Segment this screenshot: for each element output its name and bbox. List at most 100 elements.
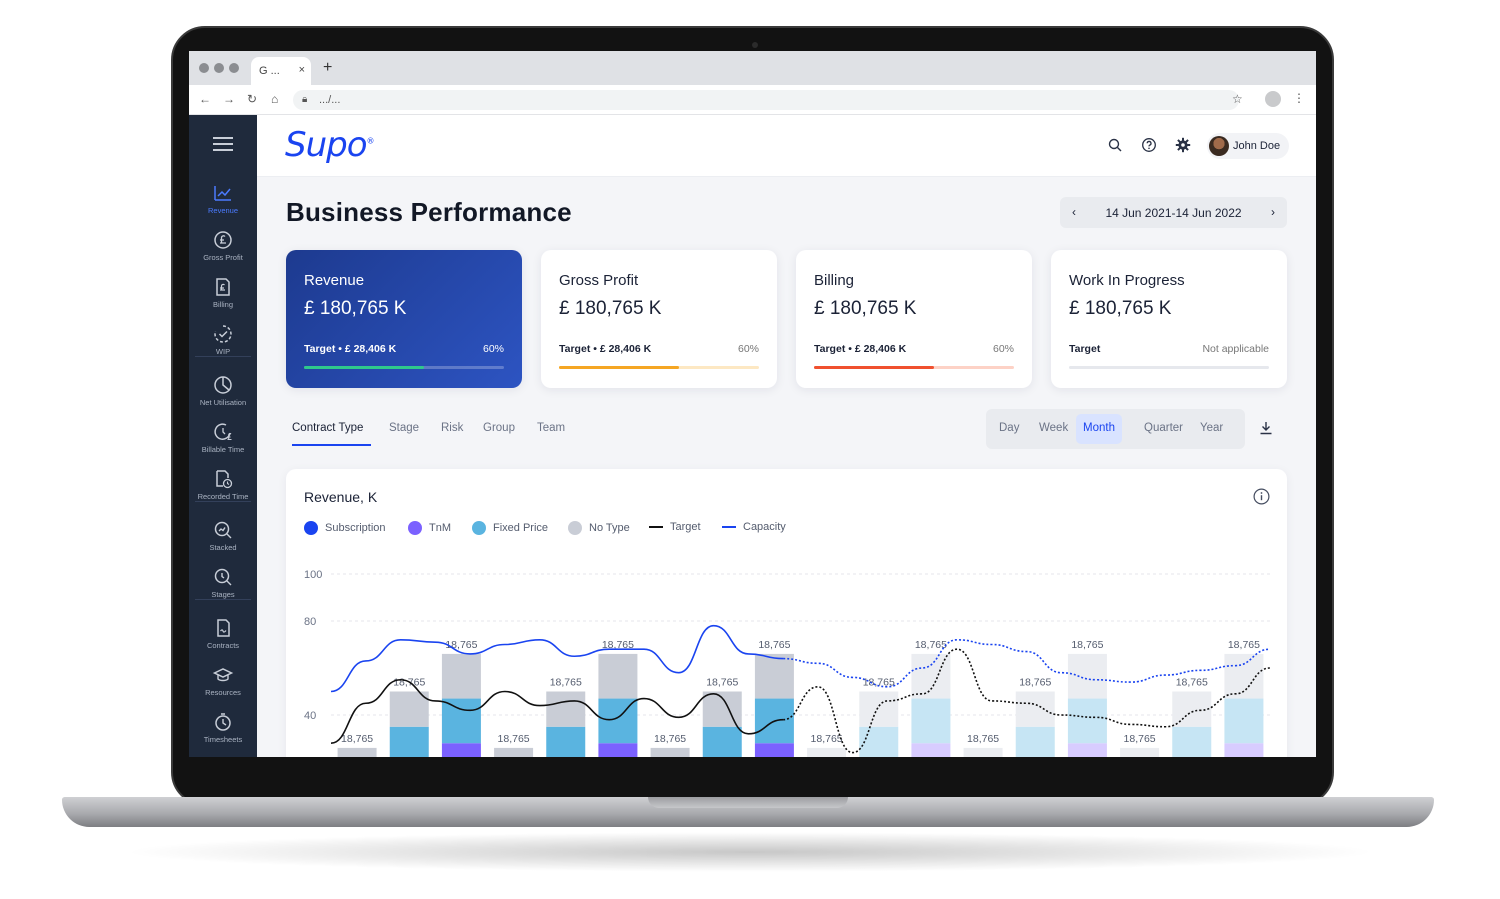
tab-stage[interactable]: Stage — [389, 422, 420, 434]
legend-swatch — [304, 521, 318, 535]
address-bar: ← → ↻ ⌂ 🔒︎ .../... ☆ ⋮ — [189, 85, 1316, 115]
sidebar-item-label: Gross Profit — [203, 253, 243, 262]
bar-value-label: 18,765 — [915, 639, 947, 651]
bar-segment-notype — [494, 747, 534, 757]
bookmark-star-icon[interactable]: ☆ — [1232, 92, 1243, 106]
kpi-progress-bar — [814, 366, 1014, 369]
sidebar-item-timesheets[interactable]: Timesheets — [189, 707, 257, 754]
gear-icon[interactable] — [1175, 137, 1191, 153]
kpi-percent: 60% — [992, 343, 1014, 355]
reload-icon[interactable]: ↻ — [247, 92, 258, 106]
period-week[interactable]: Week — [1039, 422, 1069, 434]
kpi-card-revenue[interactable]: Revenue £ 180,765 K Target • £ 28,406 K 60% — [286, 250, 522, 388]
legend-item-fixed-price[interactable]: Fixed Price — [472, 521, 548, 535]
bar-segment-tnm — [1067, 743, 1107, 757]
kpi-card-gross-profit[interactable]: Gross Profit £ 180,765 K Target • £ 28,406… — [541, 250, 777, 388]
sidebar-item-net-utilisation[interactable]: Net Utilisation — [189, 370, 257, 417]
window-maximize-dot[interactable] — [229, 63, 239, 73]
sidebar-item-recorded-time[interactable]: Recorded Time — [189, 464, 257, 511]
bar-segment-fixed — [702, 726, 742, 757]
new-tab-button[interactable]: + — [323, 59, 333, 76]
period-day[interactable]: Day — [999, 422, 1020, 434]
tab-close-icon[interactable]: × — [298, 64, 305, 76]
chevron-right-icon[interactable]: › — [1271, 205, 1275, 219]
contract-icon — [217, 619, 230, 637]
sidebar-item-label: Billable Time — [201, 445, 245, 454]
logo-mark: ® — [366, 136, 375, 146]
bar-value-label: 18,765 — [1228, 639, 1260, 651]
revenue-chart: 10080402018,76518,76518,76518,76518,7651… — [304, 569, 1271, 757]
bar-segment-fixed — [1067, 698, 1107, 744]
legend-item-tnm[interactable]: TnM — [408, 521, 451, 535]
sidebar-item-revenue[interactable]: Revenue — [189, 178, 257, 225]
bar-value-label: 18,765 — [498, 733, 530, 745]
home-icon[interactable]: ⌂ — [271, 92, 279, 106]
legend-item-no-type[interactable]: No Type — [568, 521, 630, 535]
info-icon[interactable] — [1253, 488, 1270, 505]
period-quarter[interactable]: Quarter — [1144, 422, 1183, 434]
kpi-value: £ 180,765 K — [1069, 298, 1172, 319]
tab-contract-type[interactable]: Contract Type — [292, 422, 364, 434]
target-line-projected — [782, 648, 1271, 754]
window-close-dot[interactable] — [199, 63, 209, 73]
bar-segment-notype — [1120, 747, 1160, 757]
tab-risk[interactable]: Risk — [441, 422, 464, 434]
sidebar-item-label: Stages — [211, 590, 235, 599]
url-field[interactable]: 🔒︎ .../... — [293, 90, 1239, 110]
sidebar-item-resources[interactable]: Resources — [189, 660, 257, 707]
tab-label: ... — [270, 65, 280, 77]
sidebar-divider — [195, 501, 251, 502]
sidebar-item-wip[interactable]: WIP — [189, 319, 257, 366]
bar-segment-notype — [963, 747, 1003, 757]
kpi-percent: 60% — [737, 343, 759, 355]
sidebar-item-contracts[interactable]: Contracts — [189, 613, 257, 660]
date-range-text[interactable]: 14 Jun 2021-14 Jun 2022 — [1105, 206, 1242, 220]
help-icon[interactable] — [1141, 137, 1157, 153]
download-icon[interactable] — [1259, 421, 1273, 435]
forward-icon[interactable]: → — [223, 92, 235, 106]
kpi-card-work-in-progress[interactable]: Work In Progress £ 180,765 K Target Not app… — [1051, 250, 1287, 388]
laptop-base — [62, 797, 1434, 827]
back-icon[interactable]: ← — [199, 92, 211, 106]
sidebar-item-billable-time[interactable]: Billable Time — [189, 417, 257, 464]
kpi-progress-bar — [304, 366, 504, 369]
kpi-card-billing[interactable]: Billing £ 180,765 K Target • £ 28,406 K 60% — [796, 250, 1032, 388]
chevron-left-icon[interactable]: ‹ — [1072, 205, 1076, 219]
pound-coin-icon — [214, 231, 232, 249]
sidebar-item-billing[interactable]: Billing — [189, 272, 257, 319]
bar-segment-notype — [389, 691, 429, 727]
camera — [752, 42, 758, 48]
search-icon[interactable] — [1107, 137, 1123, 153]
legend-item-capacity[interactable]: Capacity — [722, 521, 786, 533]
period-month[interactable]: Month — [1076, 414, 1122, 444]
sidebar-item-gross-profit[interactable]: Gross Profit — [189, 225, 257, 272]
sidebar-item-stacked[interactable]: Stacked — [189, 515, 257, 562]
legend-item-target[interactable]: Target — [649, 521, 701, 533]
bar-segment-fixed — [911, 698, 951, 744]
window-minimize-dot[interactable] — [214, 63, 224, 73]
tab-team[interactable]: Team — [537, 422, 566, 434]
sidebar-item-stages[interactable]: Stages — [189, 562, 257, 609]
hamburger-menu-icon[interactable] — [213, 137, 233, 155]
bar-value-label: 18,765 — [1176, 677, 1208, 689]
legend-item-subscription[interactable]: Subscription — [304, 521, 386, 535]
browser-profile-avatar[interactable] — [1265, 91, 1281, 107]
period-year[interactable]: Year — [1200, 422, 1224, 434]
clock-pound-icon — [214, 423, 232, 441]
period-selector: Day Week Month Quarter Year — [986, 409, 1245, 449]
kpi-percent: Not applicable — [1202, 343, 1269, 355]
user-menu[interactable]: John Doe — [1207, 133, 1289, 159]
supo-logo[interactable]: Supo® — [285, 125, 375, 165]
kpi-value: £ 180,765 K — [814, 298, 917, 319]
bar-value-label: 18,765 — [1019, 677, 1051, 689]
browser-menu-icon[interactable]: ⋮ — [1293, 91, 1305, 105]
legend-swatch — [408, 521, 422, 535]
sidebar-item-label: WIP — [215, 347, 231, 356]
legend-swatch — [722, 526, 736, 529]
sidebar-item-label: Timesheets — [203, 735, 243, 744]
tab-group[interactable]: Group — [483, 422, 515, 434]
browser-tab[interactable]: G ... × — [251, 57, 311, 85]
tab-active-underline — [292, 444, 371, 446]
kpi-title: Revenue — [304, 272, 365, 289]
legend-label: Capacity — [743, 521, 786, 533]
